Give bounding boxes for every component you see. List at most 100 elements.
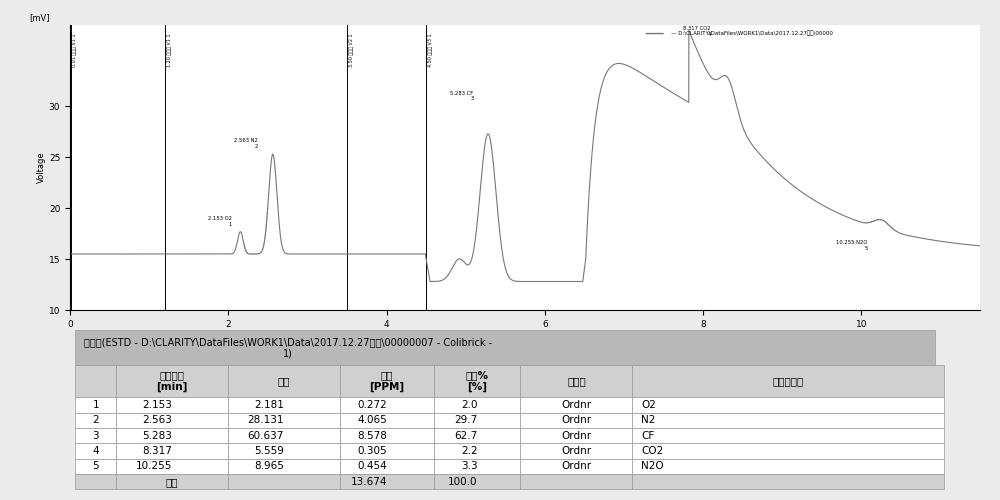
Text: 合计: 合计	[166, 476, 178, 486]
Bar	[520, 444, 632, 458]
Text: 0.305: 0.305	[358, 446, 387, 456]
Bar	[340, 365, 434, 397]
Bar	[632, 458, 944, 474]
Bar	[116, 412, 228, 428]
Bar	[116, 428, 228, 444]
Text: 5.283: 5.283	[142, 430, 172, 440]
Text: 4: 4	[92, 446, 99, 456]
Text: 1: 1	[92, 400, 99, 410]
Text: 4.065: 4.065	[357, 415, 387, 425]
Bar	[340, 397, 434, 412]
Bar	[228, 397, 340, 412]
Text: 5.559: 5.559	[254, 446, 284, 456]
Text: 3.3: 3.3	[461, 462, 477, 471]
Text: 3: 3	[92, 430, 99, 440]
Text: Ordnr: Ordnr	[561, 462, 591, 471]
Bar	[116, 458, 228, 474]
Bar	[632, 397, 944, 412]
Bar	[434, 474, 520, 490]
Bar	[116, 397, 228, 412]
Text: 2.2: 2.2	[461, 446, 477, 456]
Text: 0.454: 0.454	[357, 462, 387, 471]
Text: [mV]: [mV]	[29, 13, 50, 22]
Text: Ordnr: Ordnr	[561, 446, 591, 456]
Bar	[75, 397, 116, 412]
Text: 化合物名称: 化合物名称	[772, 376, 804, 386]
Bar	[434, 397, 520, 412]
Bar	[75, 428, 116, 444]
Text: 含量%
[%]: 含量% [%]	[466, 370, 489, 392]
Bar	[520, 397, 632, 412]
Text: N2O: N2O	[641, 462, 664, 471]
Bar	[434, 458, 520, 474]
Text: 8.578: 8.578	[357, 430, 387, 440]
Text: 5.283 CF
3: 5.283 CF 3	[450, 90, 474, 102]
Text: 8.317: 8.317	[142, 446, 172, 456]
Bar	[116, 474, 228, 490]
Bar	[75, 412, 116, 428]
Text: Ordnr: Ordnr	[561, 415, 591, 425]
Text: 响应: 响应	[278, 376, 290, 386]
Text: 0.272: 0.272	[357, 400, 387, 410]
Text: 峰类型: 峰类型	[567, 376, 586, 386]
Text: 10.255 N2O
5: 10.255 N2O 5	[836, 240, 868, 251]
Bar	[434, 412, 520, 428]
Text: 保留时间
[min]: 保留时间 [min]	[156, 370, 188, 392]
Text: 2.181: 2.181	[254, 400, 284, 410]
Bar	[632, 365, 944, 397]
Text: 2.153: 2.153	[142, 400, 172, 410]
Bar	[434, 365, 520, 397]
Bar	[520, 428, 632, 444]
Bar	[434, 428, 520, 444]
Text: Ordnr: Ordnr	[561, 430, 591, 440]
Bar	[75, 330, 935, 365]
Bar	[520, 365, 632, 397]
Text: 2.563 N2
2: 2.563 N2 2	[234, 138, 258, 149]
Text: 28.131: 28.131	[247, 415, 284, 425]
Bar	[228, 428, 340, 444]
Text: 60.637: 60.637	[248, 430, 284, 440]
Text: O2: O2	[641, 400, 656, 410]
Bar	[75, 458, 116, 474]
Text: 0.01 事件件 V1 1: 0.01 事件件 V1 1	[72, 33, 77, 67]
Text: 8.317 CO2
4: 8.317 CO2 4	[683, 26, 711, 37]
Text: 100.0: 100.0	[448, 476, 477, 486]
Text: — D:\CLARITY\DataFiles\WORK1\Data\2017.12.27样气\00000: — D:\CLARITY\DataFiles\WORK1\Data\2017.1…	[671, 31, 832, 36]
Bar	[75, 474, 116, 490]
Bar	[520, 474, 632, 490]
Bar	[228, 412, 340, 428]
Bar	[340, 474, 434, 490]
Bar	[75, 365, 116, 397]
Bar	[340, 428, 434, 444]
Text: 结果表(ESTD - D:\CLARITY\DataFiles\WORK1\Data\2017.12.27样气\00000007 - Colibrick -
1: 结果表(ESTD - D:\CLARITY\DataFiles\WORK1\Da…	[84, 337, 492, 358]
Bar	[75, 444, 116, 458]
Bar	[228, 474, 340, 490]
Bar	[632, 412, 944, 428]
Bar	[228, 365, 340, 397]
Bar	[340, 444, 434, 458]
Text: 2.153 O2
1: 2.153 O2 1	[208, 216, 232, 226]
Text: 62.7: 62.7	[454, 430, 477, 440]
Text: 29.7: 29.7	[454, 415, 477, 425]
Bar	[434, 444, 520, 458]
Bar	[632, 444, 944, 458]
Text: Ordnr: Ordnr	[561, 400, 591, 410]
Text: 2.0: 2.0	[461, 400, 477, 410]
Text: 8.965: 8.965	[254, 462, 284, 471]
Bar	[520, 412, 632, 428]
Text: 2: 2	[92, 415, 99, 425]
Bar	[228, 444, 340, 458]
Bar	[116, 365, 228, 397]
Text: CF: CF	[641, 430, 654, 440]
Y-axis label: Voltage: Voltage	[37, 152, 46, 184]
Bar	[340, 412, 434, 428]
Bar	[632, 474, 944, 490]
Text: 5: 5	[92, 462, 99, 471]
Text: 2.563: 2.563	[142, 415, 172, 425]
Text: CO2: CO2	[641, 446, 663, 456]
Text: 10.255: 10.255	[136, 462, 172, 471]
X-axis label: 时间: 时间	[519, 334, 531, 344]
Text: N2: N2	[641, 415, 655, 425]
Bar	[340, 458, 434, 474]
Text: 1.20 事件件 V1 1: 1.20 事件件 V1 1	[167, 33, 172, 67]
